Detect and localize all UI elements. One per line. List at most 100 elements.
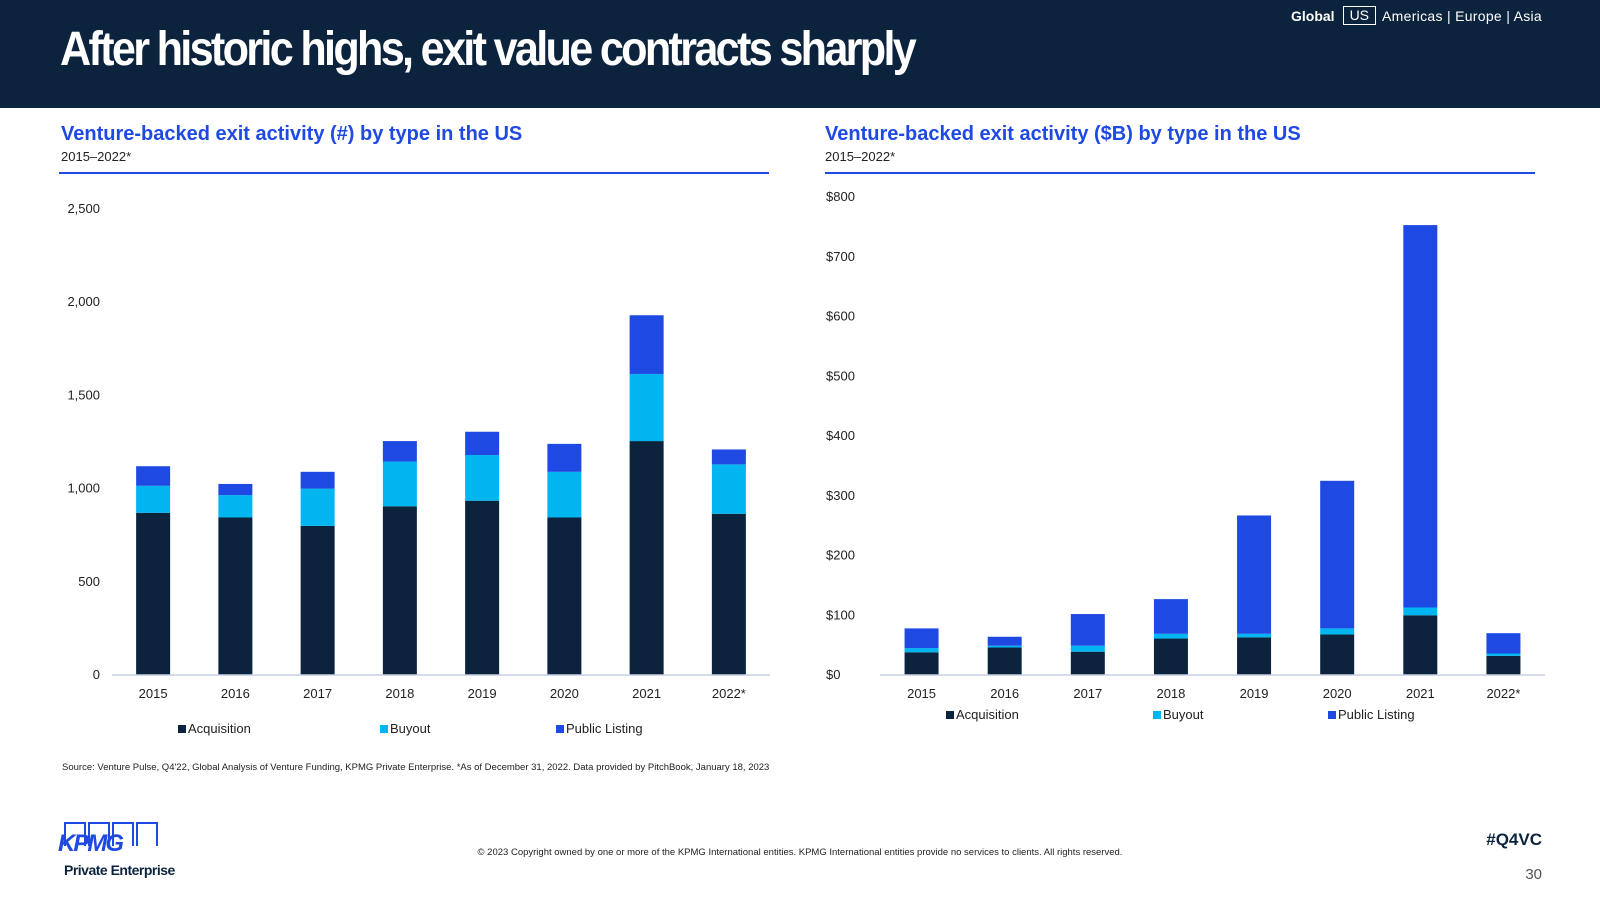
y-tick-label: $100	[826, 607, 855, 622]
y-tick-label: $0	[826, 667, 840, 682]
y-tick-label: 1,500	[67, 387, 100, 402]
chart-1-title-rule	[59, 172, 769, 174]
bar-public-listing	[547, 443, 582, 472]
y-tick-label: $300	[826, 488, 855, 503]
bar-buyout	[1153, 633, 1188, 639]
region-nav-us-selected[interactable]: US	[1342, 6, 1377, 25]
legend-swatch	[1328, 711, 1336, 719]
bar-public-listing	[1237, 515, 1272, 634]
legend-swatch	[556, 725, 564, 733]
bar-acquisition	[218, 517, 253, 675]
bar-acquisition	[136, 512, 171, 675]
y-tick-label: 1,000	[67, 481, 100, 496]
y-tick-label: $500	[826, 368, 855, 383]
x-tick-label: 2019	[1240, 686, 1269, 701]
kpmg-logo-boxes	[64, 822, 158, 846]
bar-acquisition	[1237, 637, 1272, 675]
chart-2-title: Venture-backed exit activity ($B) by typ…	[825, 123, 1301, 145]
bar-public-listing	[300, 471, 335, 489]
y-tick-label: $700	[826, 249, 855, 264]
bar-acquisition	[711, 513, 746, 675]
x-tick-label: 2015	[907, 686, 936, 701]
y-tick-label: 2,000	[67, 294, 100, 309]
bar-buyout	[1237, 633, 1272, 638]
x-tick-label: 2018	[1156, 686, 1185, 701]
y-tick-label: $800	[826, 189, 855, 204]
x-tick-label: 2016	[221, 686, 250, 701]
bar-buyout	[629, 373, 664, 442]
bar-public-listing	[465, 431, 500, 456]
kpmg-logo: KPMG Private Enterprise	[58, 822, 178, 882]
bar-buyout	[218, 495, 253, 518]
kpmg-logo-text: KPMG	[58, 830, 124, 857]
legend-swatch	[1153, 711, 1161, 719]
x-tick-label: 2020	[550, 686, 579, 701]
legend-swatch	[380, 725, 388, 733]
bar-buyout	[711, 464, 746, 514]
x-tick-label: 2018	[385, 686, 414, 701]
y-tick-label: 0	[93, 667, 100, 682]
region-nav-global[interactable]: Global	[1291, 7, 1335, 24]
bar-public-listing	[1403, 225, 1438, 608]
bar-public-listing	[711, 449, 746, 465]
bar-buyout	[136, 485, 171, 513]
page-title: After historic highs, exit value contrac…	[60, 23, 917, 76]
chart-1-subtitle: 2015–2022*	[61, 149, 132, 164]
x-tick-label: 2021	[632, 686, 661, 701]
bar-buyout	[1320, 628, 1355, 635]
x-tick-label: 2016	[990, 686, 1019, 701]
legend-label: Acquisition	[188, 721, 251, 736]
legend-swatch	[946, 711, 954, 719]
bar-buyout	[300, 488, 335, 526]
x-tick-label: 2022*	[712, 686, 746, 701]
legend-label: Buyout	[1163, 707, 1204, 722]
bar-buyout	[1486, 653, 1521, 656]
legend-label: Public Listing	[1338, 707, 1415, 722]
bar-public-listing	[987, 636, 1022, 646]
bar-acquisition	[382, 506, 417, 675]
bar-public-listing	[1153, 599, 1188, 634]
bar-buyout	[1070, 645, 1105, 652]
bar-acquisition	[1403, 615, 1438, 675]
legend-label: Acquisition	[956, 707, 1019, 722]
bar-buyout	[465, 455, 500, 501]
y-tick-label: $200	[826, 548, 855, 563]
bar-acquisition	[1153, 638, 1188, 675]
bar-acquisition	[547, 517, 582, 675]
bar-buyout	[382, 461, 417, 507]
y-tick-label: $400	[826, 428, 855, 443]
x-tick-label: 2021	[1406, 686, 1435, 701]
bar-public-listing	[218, 483, 253, 496]
legend-swatch	[178, 725, 186, 733]
bar-buyout	[987, 645, 1022, 648]
hashtag: #Q4VC	[1486, 830, 1542, 849]
y-tick-label: 500	[78, 574, 100, 589]
x-tick-label: 2015	[139, 686, 168, 701]
x-tick-label: 2017	[303, 686, 332, 701]
chart-2-subtitle: 2015–2022*	[825, 149, 896, 164]
kpmg-logo-subtitle: Private Enterprise	[64, 862, 175, 878]
x-tick-label: 2017	[1073, 686, 1102, 701]
chart-2-title-rule	[825, 172, 1535, 174]
y-tick-label: $600	[826, 309, 855, 324]
bar-acquisition	[629, 441, 664, 675]
copyright-notice: © 2023 Copyright owned by one or more of…	[477, 847, 1123, 858]
bar-acquisition	[1070, 651, 1105, 675]
bar-public-listing	[1320, 480, 1355, 629]
bar-acquisition	[465, 500, 500, 675]
bar-acquisition	[1486, 655, 1521, 675]
x-tick-label: 2022*	[1486, 686, 1520, 701]
region-nav-others[interactable]: Americas | Europe | Asia	[1382, 7, 1542, 24]
page-number: 30	[1525, 866, 1542, 883]
bar-acquisition	[1320, 634, 1355, 675]
bar-acquisition	[300, 525, 335, 675]
bar-public-listing	[1070, 614, 1105, 646]
source-note: Source: Venture Pulse, Q4'22, Global Ana…	[62, 762, 770, 773]
bar-buyout	[547, 471, 582, 518]
bar-public-listing	[136, 466, 171, 486]
region-nav: Global US Americas | Europe | Asia	[1291, 6, 1542, 25]
x-tick-label: 2020	[1323, 686, 1352, 701]
bar-buyout	[1403, 607, 1438, 616]
